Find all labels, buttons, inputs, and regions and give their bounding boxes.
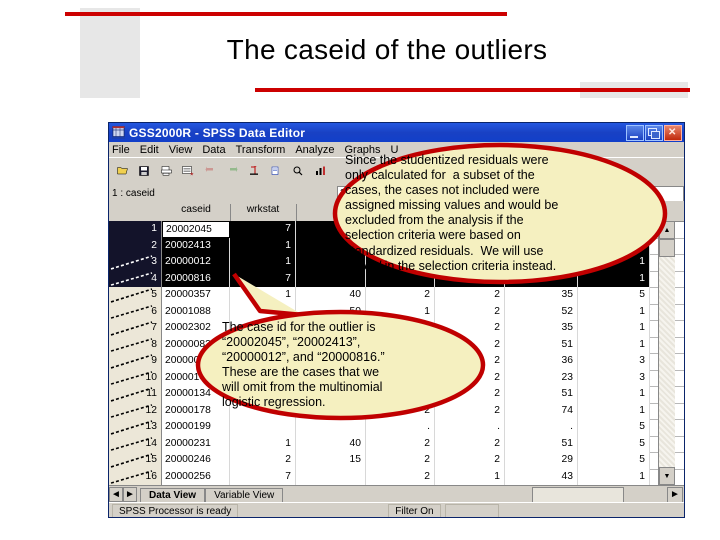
svg-text:★: ★	[190, 171, 195, 176]
